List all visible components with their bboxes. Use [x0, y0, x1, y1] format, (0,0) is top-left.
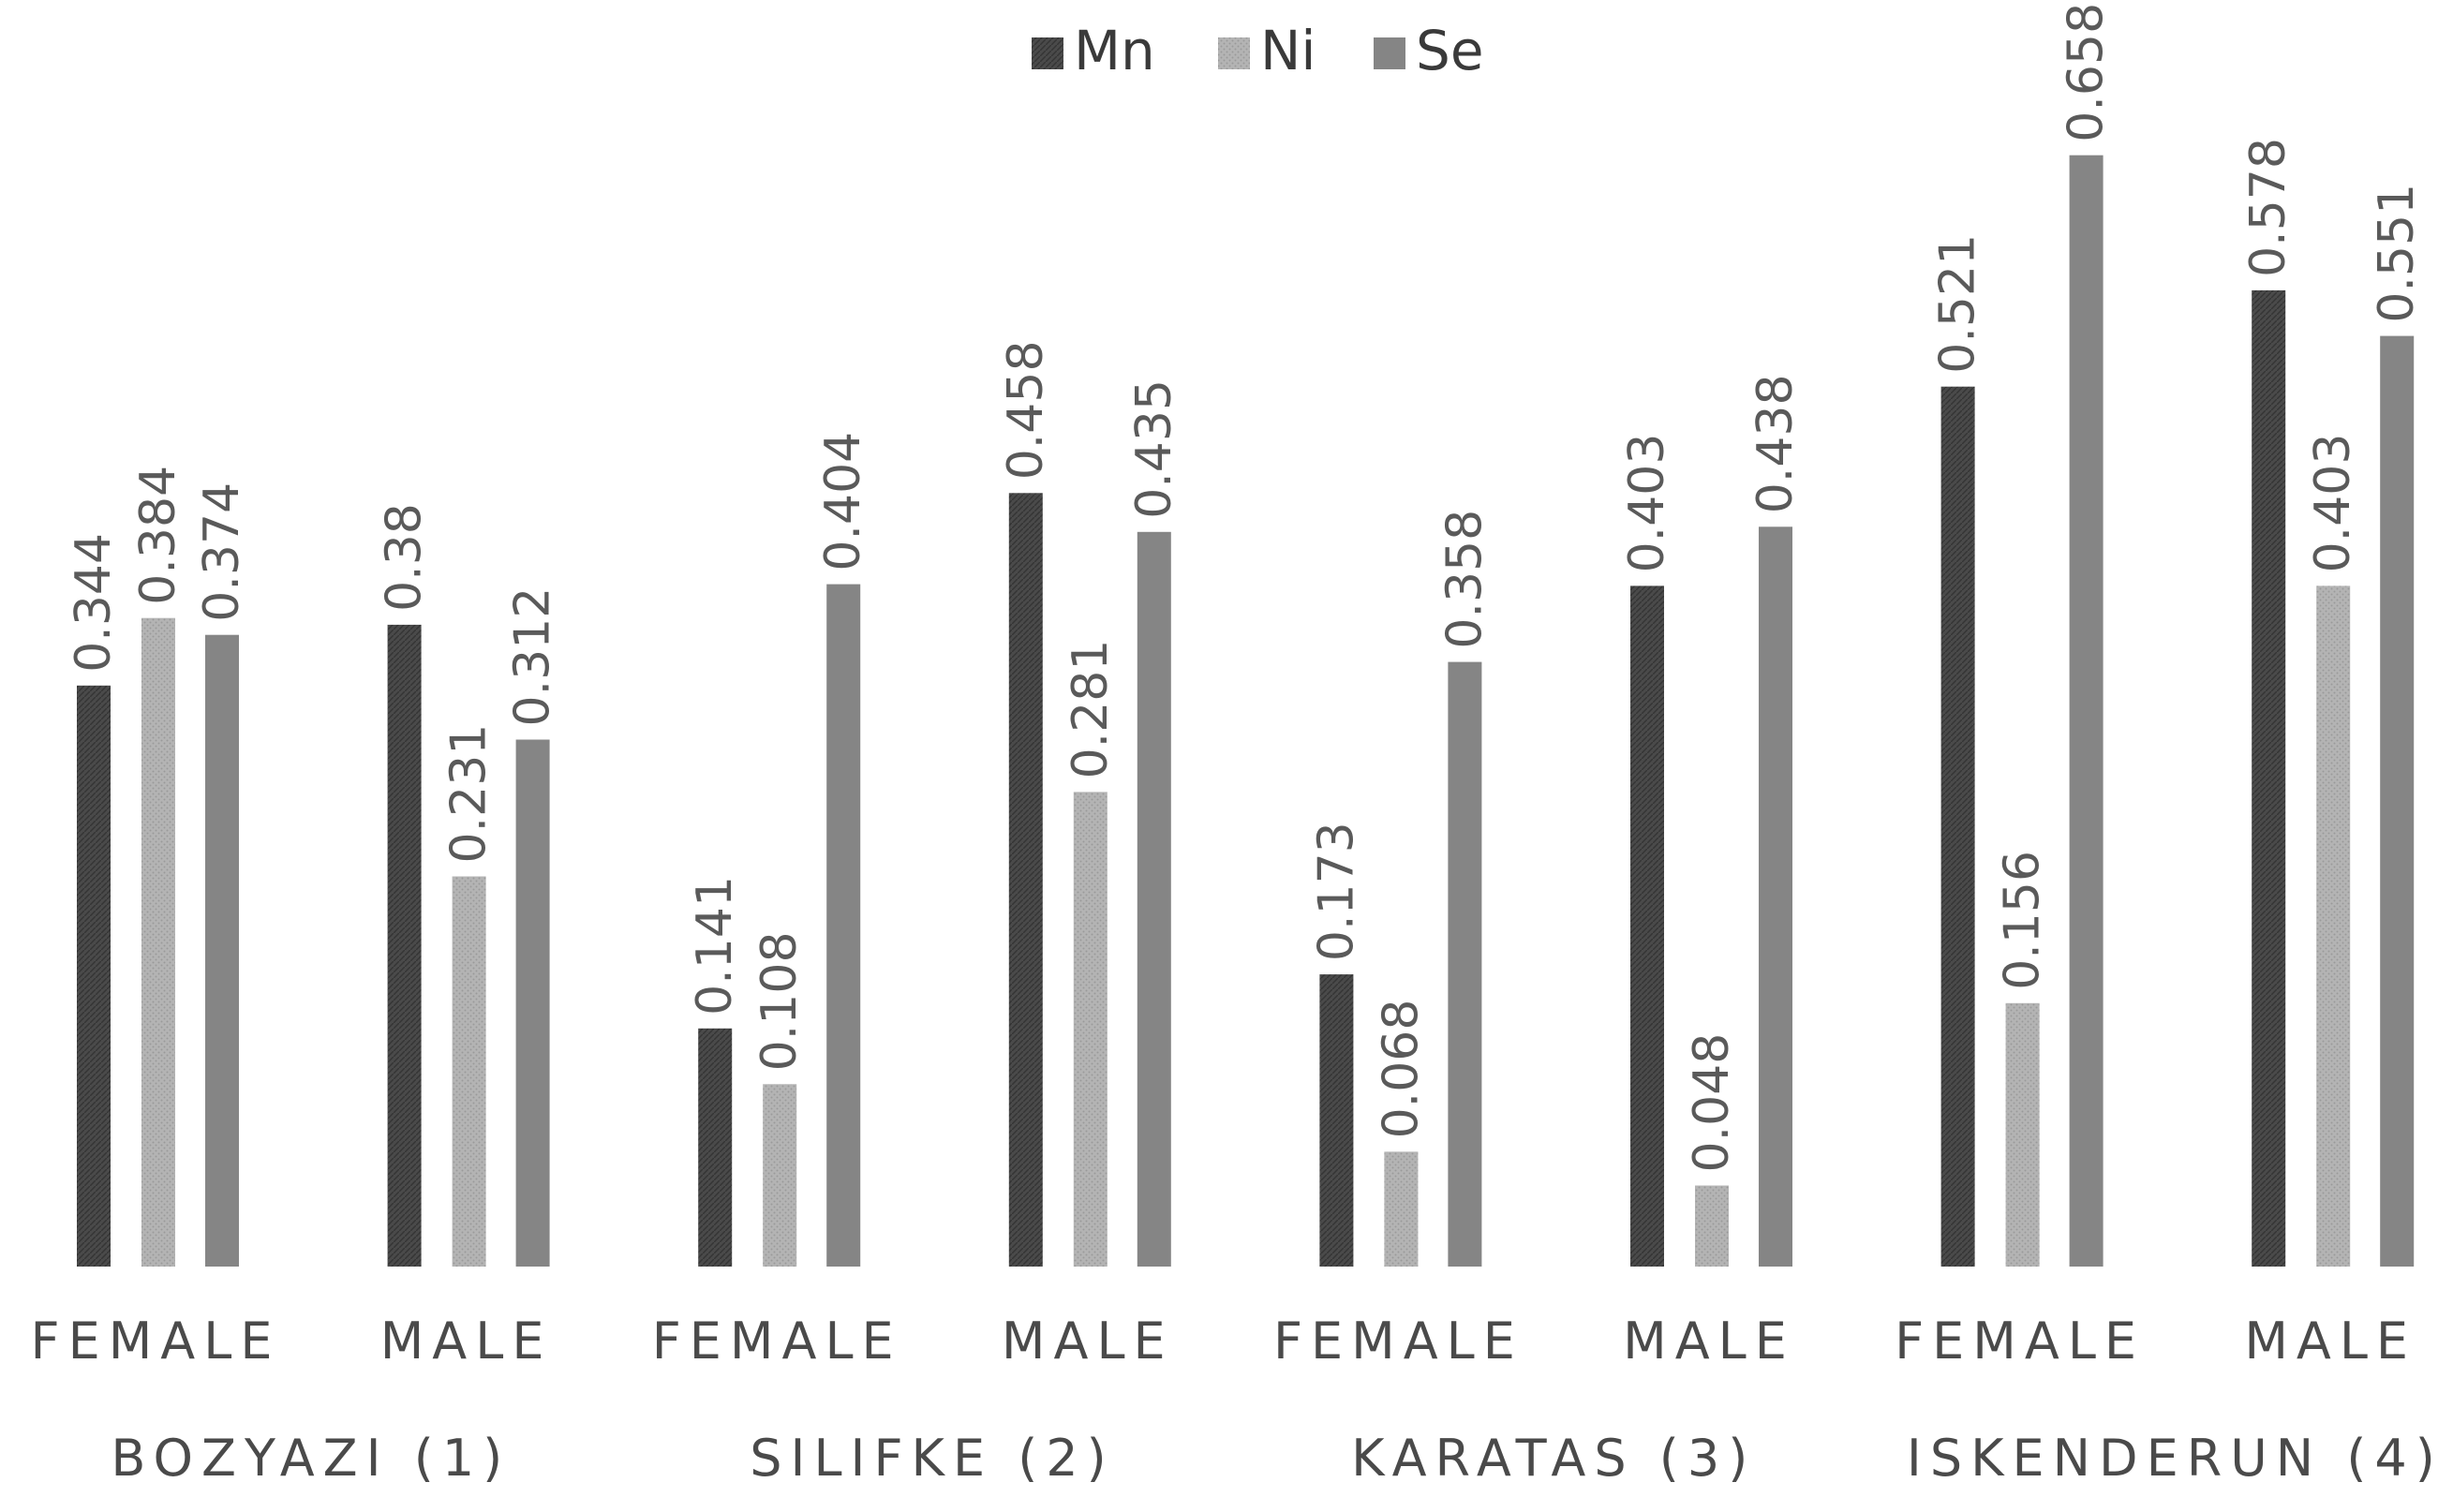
bars	[77, 155, 2415, 1267]
bar-ni-2	[763, 1084, 797, 1267]
legend-swatch-se	[1374, 37, 1405, 69]
bar-ni-0	[141, 617, 175, 1267]
bar-se-6	[2069, 155, 2104, 1267]
value-label-se-2: 0.404	[815, 432, 871, 571]
group-label-iskenderun-4: ISKENDERUN (4)	[1907, 1429, 2444, 1488]
value-label-mn-7: 0.578	[2240, 138, 2297, 277]
group-label-bozyazi-1: BOZYAZI (1)	[111, 1429, 511, 1488]
legend-swatch-ni	[1218, 37, 1250, 69]
value-label-se-3: 0.435	[1126, 379, 1182, 519]
category-label-3: MALE	[1002, 1312, 1174, 1371]
category-label-6: FEMALE	[1895, 1312, 2145, 1371]
bar-se-5	[1759, 526, 1792, 1267]
value-label-se-5: 0.438	[1747, 374, 1804, 513]
bar-ni-3	[1073, 792, 1108, 1267]
category-label-1: MALE	[380, 1312, 553, 1371]
legend-label-mn: Mn	[1074, 19, 1155, 82]
bar-se-4	[1448, 661, 1482, 1267]
bar-ni-5	[1695, 1185, 1729, 1267]
value-label-se-6: 0.658	[2059, 3, 2115, 142]
value-label-ni-5: 0.048	[1684, 1033, 1740, 1173]
bar-ni-4	[1384, 1151, 1419, 1267]
bar-mn-2	[698, 1028, 733, 1267]
group-label-karatas-3: KARATAS (3)	[1351, 1429, 1756, 1488]
legend-label-ni: Ni	[1260, 19, 1316, 82]
bar-ni-6	[2005, 1002, 2040, 1267]
category-label-4: FEMALE	[1273, 1312, 1524, 1371]
bar-mn-3	[1008, 493, 1043, 1267]
category-label-0: FEMALE	[31, 1312, 281, 1371]
category-label-7: MALE	[2244, 1312, 2416, 1371]
bar-mn-1	[387, 624, 422, 1267]
value-label-se-0: 0.374	[194, 482, 250, 622]
group-label-silifke-2: SILIFKE (2)	[750, 1429, 1114, 1488]
legend: Mn Ni Se	[1032, 19, 1484, 82]
value-label-mn-0: 0.344	[66, 533, 122, 673]
value-label-mn-2: 0.141	[687, 876, 743, 1015]
category-label-5: MALE	[1623, 1312, 1795, 1371]
category-label-2: FEMALE	[652, 1312, 902, 1371]
value-label-ni-1: 0.231	[441, 724, 498, 864]
value-label-ni-2: 0.108	[751, 931, 808, 1071]
value-label-se-4: 0.358	[1436, 510, 1493, 649]
bar-se-0	[205, 634, 239, 1267]
value-label-ni-7: 0.403	[2305, 434, 2361, 573]
value-label-ni-4: 0.068	[1373, 1000, 1429, 1139]
value-label-mn-5: 0.403	[1619, 434, 1675, 573]
bar-ni-7	[2316, 586, 2351, 1267]
bar-se-2	[826, 584, 861, 1267]
value-label-mn-4: 0.173	[1308, 822, 1364, 961]
value-label-ni-6: 0.156	[1995, 851, 2051, 990]
group-labels: BOZYAZI (1) SILIFKE (2) KARATAS (3) ISKENDE…	[111, 1429, 2444, 1488]
bar-se-3	[1137, 531, 1171, 1267]
legend-label-se: Se	[1416, 19, 1484, 82]
value-label-mn-3: 0.458	[998, 340, 1054, 480]
category-labels: FEMALE MALE FEMALE MALE FEMALE MALE FEMALE MALE	[31, 1312, 2416, 1371]
bar-mn-4	[1319, 974, 1354, 1267]
value-label-se-1: 0.312	[505, 587, 561, 727]
bar-mn-6	[1940, 386, 1975, 1267]
legend-swatch-mn	[1032, 37, 1063, 69]
value-label-ni-3: 0.281	[1063, 640, 1119, 779]
bar-ni-1	[452, 876, 486, 1267]
value-label-mn-1: 0.38	[377, 503, 433, 612]
value-label-se-7: 0.551	[2369, 184, 2425, 323]
value-label-ni-0: 0.384	[130, 466, 186, 605]
bar-mn-7	[2252, 289, 2286, 1267]
bar-se-1	[515, 739, 550, 1267]
bar-mn-5	[1630, 586, 1664, 1267]
value-label-mn-6: 0.521	[1930, 234, 1986, 374]
bar-mn-0	[77, 685, 111, 1267]
bar-se-7	[2380, 335, 2415, 1267]
